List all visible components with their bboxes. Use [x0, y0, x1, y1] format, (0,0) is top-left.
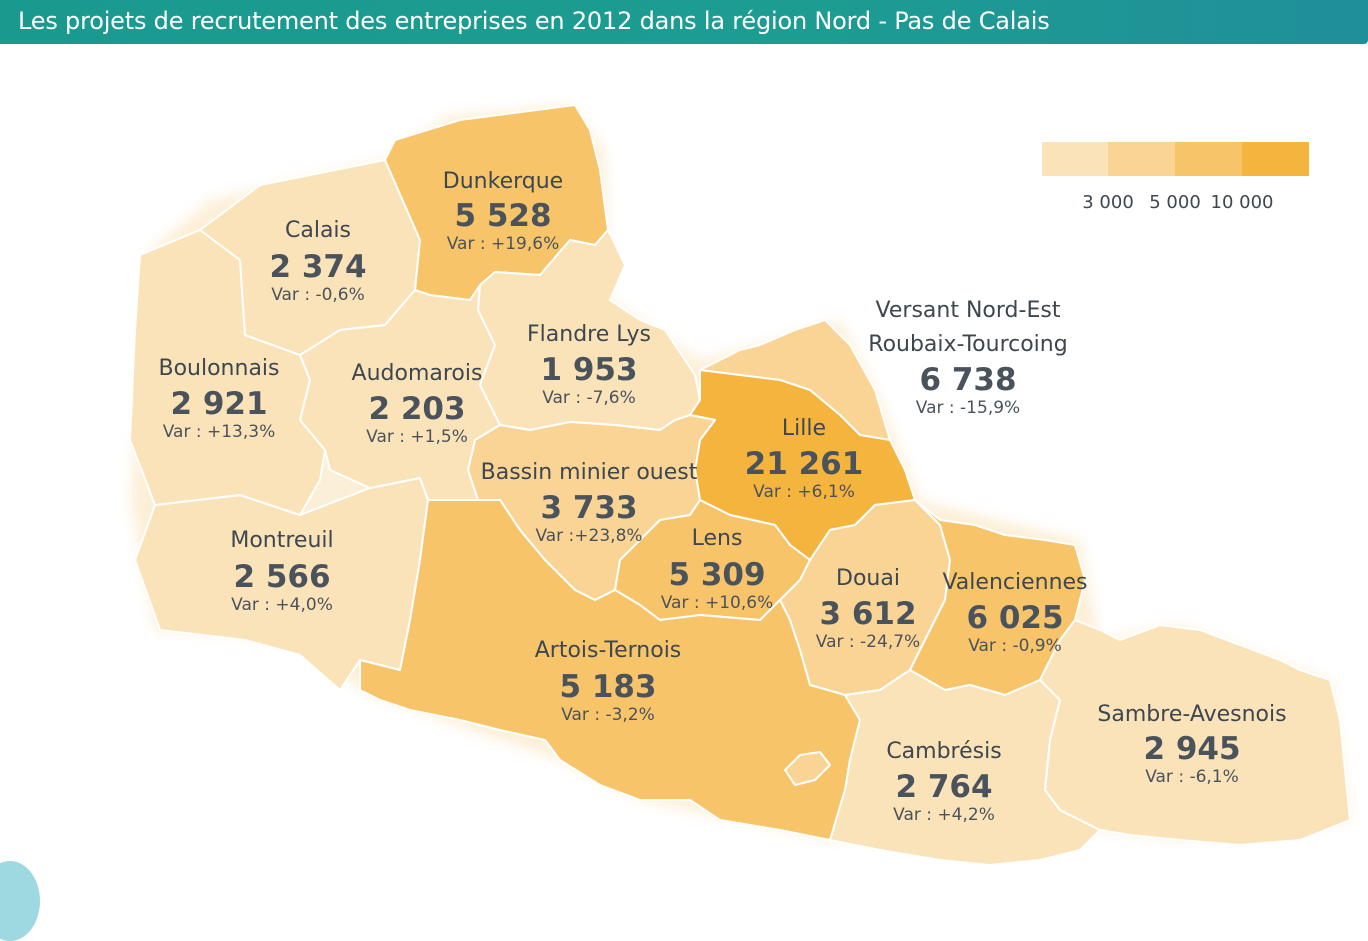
title-bar: Les projets de recrutement des entrepris…: [0, 0, 1368, 44]
region-value: 2 566: [233, 559, 330, 595]
region-name: Flandre Lys: [527, 322, 651, 347]
region-value: 6 025: [966, 600, 1063, 636]
label-montreuil: Montreuil 2 566 Var : +4,0%: [230, 528, 333, 615]
region-variation: Var : -15,9%: [916, 398, 1020, 418]
region-map: 3 000 5 000 10 000 Dunkerque 5 528 Var :…: [129, 104, 1351, 866]
label-cambresis: Cambrésis 2 764 Var : +4,2%: [886, 739, 1001, 825]
region-variation: Var :+23,8%: [535, 526, 642, 546]
region-value: 5 183: [559, 669, 656, 705]
legend: 3 000 5 000 10 000: [1042, 142, 1309, 213]
region-enclave: [784, 751, 831, 786]
region-variation: Var : +4,2%: [893, 805, 995, 825]
legend-swatch-1: [1042, 142, 1108, 176]
region-value: 5 528: [454, 198, 551, 234]
region-name: Calais: [285, 218, 351, 243]
label-douai: Douai 3 612 Var : -24,7%: [816, 566, 920, 652]
region-name: Audomarois: [352, 361, 483, 386]
region-value: 6 738: [919, 362, 1016, 398]
region-value: 2 203: [368, 391, 465, 427]
region-value: 21 261: [745, 446, 864, 482]
region-variation: Var : +19,6%: [447, 234, 560, 254]
region-name: Dunkerque: [443, 169, 563, 194]
region-name: Artois-Ternois: [535, 638, 682, 663]
region-value: 2 921: [170, 386, 267, 422]
region-name-line2: Roubaix-Tourcoing: [868, 332, 1067, 357]
region-name: Douai: [836, 566, 900, 591]
region-variation: Var : +6,1%: [753, 482, 855, 502]
region-value: 2 374: [269, 249, 366, 285]
label-sambre-avesnois: Sambre-Avesnois 2 945 Var : -6,1%: [1097, 702, 1286, 787]
region-variation: Var : +13,3%: [163, 422, 276, 442]
region-variation: Var : +4,0%: [231, 595, 333, 615]
region-value: 2 764: [895, 769, 992, 805]
region-name: Bassin minier ouest: [481, 460, 698, 485]
label-dunkerque: Dunkerque 5 528 Var : +19,6%: [443, 169, 563, 254]
region-name: Boulonnais: [158, 356, 279, 381]
region-value: 3 612: [819, 596, 916, 632]
region-value: 5 309: [668, 557, 765, 593]
legend-swatch-3: [1175, 142, 1242, 176]
region-variation: Var : -0,6%: [271, 285, 365, 305]
label-versant-nord-est: Versant Nord-Est Roubaix-Tourcoing 6 738…: [868, 298, 1067, 418]
region-value: 3 733: [540, 490, 637, 526]
region-name: Lille: [782, 416, 826, 441]
legend-swatch-2: [1108, 142, 1175, 176]
region-name: Montreuil: [230, 528, 333, 553]
region-value: 1 953: [540, 352, 637, 388]
region-variation: Var : -0,9%: [968, 636, 1062, 656]
label-flandre-lys: Flandre Lys 1 953 Var : -7,6%: [527, 322, 651, 408]
label-lens: Lens 5 309 Var : +10,6%: [661, 526, 774, 613]
label-bassin-minier-ouest: Bassin minier ouest 3 733 Var :+23,8%: [481, 460, 698, 546]
legend-swatch-4: [1242, 142, 1309, 176]
label-lille: Lille 21 261 Var : +6,1%: [745, 416, 864, 502]
region-variation: Var : +10,6%: [661, 593, 774, 613]
region-variation: Var : -7,6%: [542, 388, 636, 408]
region-name: Cambrésis: [886, 739, 1001, 764]
region-variation: Var : -6,1%: [1145, 767, 1239, 787]
label-calais: Calais 2 374 Var : -0,6%: [269, 218, 366, 305]
region-variation: Var : -24,7%: [816, 632, 920, 652]
label-valenciennes: Valenciennes 6 025 Var : -0,9%: [942, 570, 1087, 656]
legend-tick-1: 3 000: [1082, 192, 1134, 213]
region-sambre: [1039, 619, 1351, 846]
region-variation: Var : +1,5%: [366, 427, 468, 447]
label-boulonnais: Boulonnais 2 921 Var : +13,3%: [158, 356, 279, 442]
legend-tick-2: 5 000: [1149, 192, 1201, 213]
label-artois-ternois: Artois-Ternois 5 183 Var : -3,2%: [535, 638, 682, 725]
region-name: Lens: [692, 526, 743, 551]
legend-tick-3: 10 000: [1211, 192, 1274, 213]
region-name: Sambre-Avesnois: [1097, 702, 1286, 727]
region-value: 2 945: [1143, 731, 1240, 767]
region-name: Valenciennes: [942, 570, 1087, 595]
region-variation: Var : -3,2%: [561, 705, 655, 725]
region-name: Versant Nord-Est: [876, 298, 1061, 323]
label-audomarois: Audomarois 2 203 Var : +1,5%: [352, 361, 483, 447]
page-title: Les projets de recrutement des entrepris…: [18, 7, 1050, 35]
